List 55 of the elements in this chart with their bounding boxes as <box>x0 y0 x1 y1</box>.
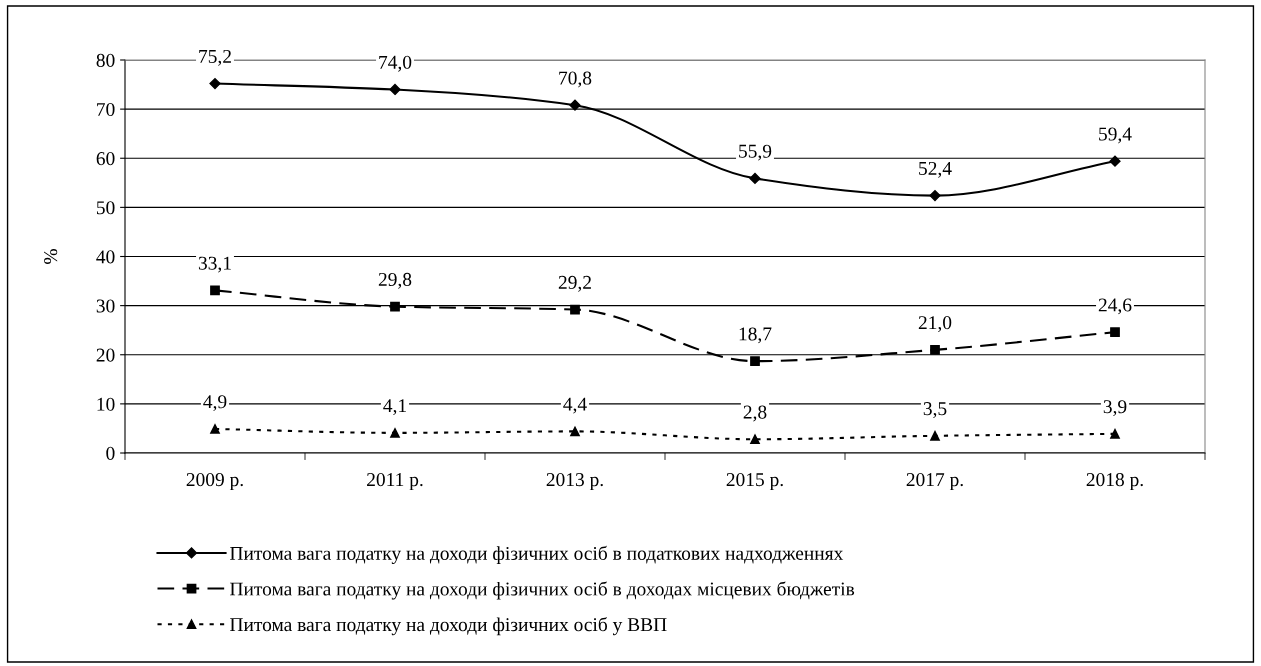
data-label: 29,2 <box>558 275 591 292</box>
y-tick-label: 80 <box>96 53 115 67</box>
data-label: 55,9 <box>739 144 772 161</box>
point <box>209 77 221 90</box>
data-label: 75,2 <box>199 49 231 66</box>
y-tick-label: 60 <box>96 152 115 166</box>
point <box>569 99 581 111</box>
data-label: 2,8 <box>743 405 767 422</box>
data-label: 52,4 <box>919 161 952 178</box>
y-tick-label: 0 <box>106 446 115 460</box>
point <box>210 285 220 296</box>
y-tick-label: 30 <box>96 299 115 313</box>
point <box>390 427 400 438</box>
point <box>749 172 761 184</box>
x-tick-label: 2015 р. <box>726 473 783 491</box>
y-tick-label: 20 <box>96 348 115 362</box>
data-label: 59,4 <box>1099 127 1132 144</box>
legend-label: Питома вага податку на доходи фізичних осіб у ВВП <box>230 617 667 636</box>
legend-label: Питома вага податку на доходи фізичних осіб в податкових надходженнях <box>230 545 844 564</box>
point <box>1109 155 1121 167</box>
y-tick-label: 40 <box>96 250 115 264</box>
point <box>210 424 220 434</box>
x-tick-label: 2018 р. <box>1086 473 1143 491</box>
legend-label: Питома вага податку на доходи фізичних осіб в доходах місцевих бюджетів <box>230 581 855 600</box>
point <box>570 304 580 315</box>
y-tick-label: 50 <box>96 201 115 215</box>
data-label: 3,9 <box>1103 400 1127 417</box>
point <box>930 344 940 355</box>
point <box>750 434 760 445</box>
data-label: 70,8 <box>559 71 592 88</box>
point <box>570 426 580 437</box>
y-tick-label: 70 <box>97 102 115 117</box>
point <box>930 430 940 441</box>
point <box>929 189 941 202</box>
point <box>1110 327 1120 338</box>
point <box>750 356 760 366</box>
x-tick-label: 2017 р. <box>906 473 963 491</box>
point <box>1110 428 1120 439</box>
y-axis-title: % <box>44 249 58 264</box>
data-label: 4,4 <box>563 397 587 414</box>
data-label: 33,1 <box>198 256 231 273</box>
data-label: 21,0 <box>918 316 952 333</box>
data-label: 3,5 <box>923 402 947 418</box>
data-label: 29,8 <box>378 272 412 289</box>
point <box>389 83 401 96</box>
data-label: 18,7 <box>739 327 772 344</box>
data-label: 4,1 <box>383 399 406 416</box>
data-label: 24,6 <box>1098 298 1132 315</box>
x-tick-label: 2011 р. <box>367 473 423 491</box>
x-tick-label: 2009 р. <box>186 473 243 491</box>
data-label: 74,0 <box>379 55 412 72</box>
point <box>390 301 400 312</box>
x-tick-label: 2013 р. <box>546 473 603 491</box>
data-label: 4,9 <box>203 395 227 412</box>
y-tick-label: 10 <box>97 397 115 411</box>
